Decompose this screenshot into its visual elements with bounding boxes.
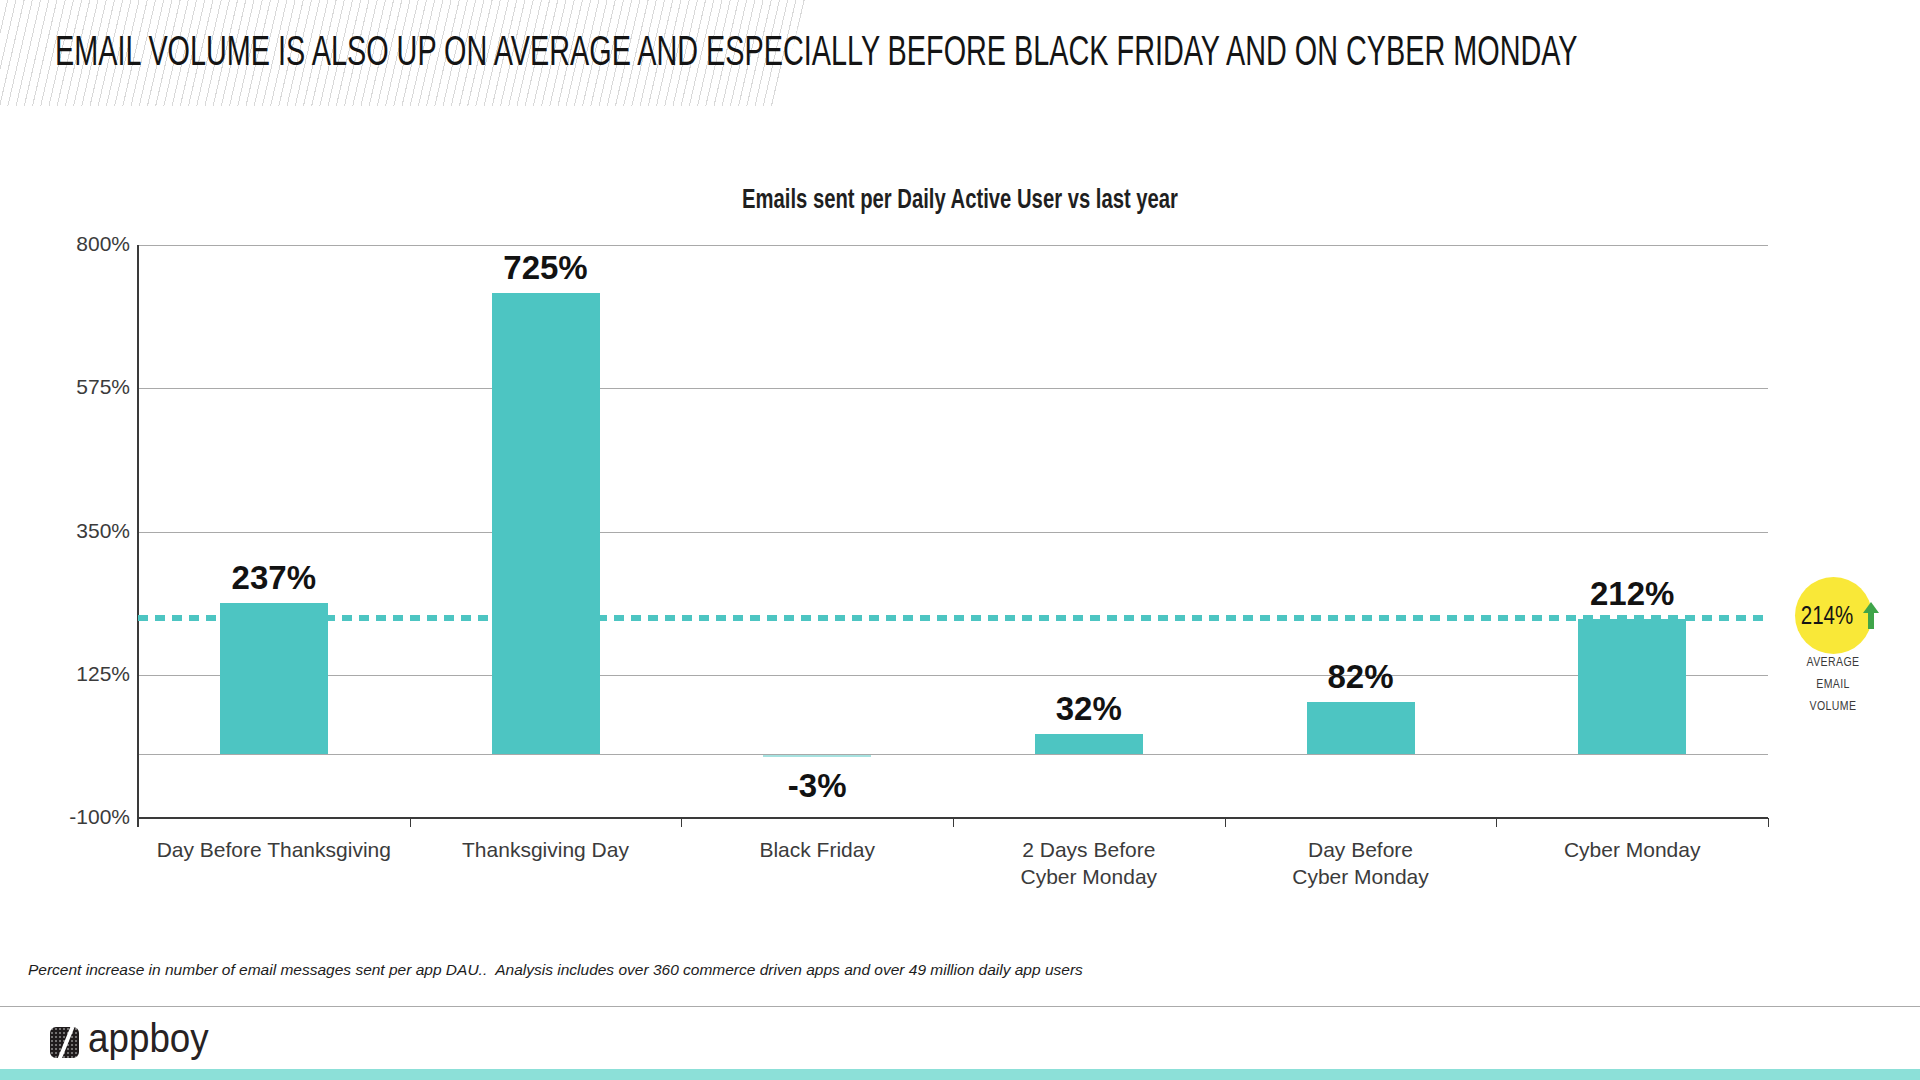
average-volume-badge: 214%	[1795, 577, 1872, 654]
y-axis-label: 575%	[38, 375, 130, 399]
average-dotted-line	[138, 615, 1768, 621]
x-axis-tick	[410, 818, 411, 827]
footnote: Percent increase in number of email mess…	[28, 961, 1083, 979]
gridline	[138, 675, 1768, 676]
slide: EMAIL VOLUME IS ALSO UP ON AVERAGE AND E…	[0, 0, 1920, 1080]
bar-value-label: 237%	[184, 559, 364, 597]
x-axis-tick	[681, 818, 682, 827]
x-axis-label: Black Friday	[681, 836, 953, 863]
bar-chart: 800% 575% 350% 125% -100% 237% Day Before Than…	[0, 0, 1920, 1080]
x-axis-label: Day Before Thanksgiving	[138, 836, 410, 863]
bar	[1307, 702, 1415, 754]
average-volume-caption: AVERAGE EMAIL VOLUME	[1786, 651, 1880, 717]
bar	[220, 603, 328, 754]
bar-value-label: 82%	[1271, 658, 1451, 696]
bar-negative	[763, 755, 871, 757]
x-axis-tick	[1768, 818, 1769, 827]
y-axis-label: 800%	[38, 232, 130, 256]
bar-value-label: -3%	[727, 767, 907, 805]
average-volume-value: 214%	[1801, 601, 1853, 630]
bar	[492, 293, 600, 755]
caption-line: VOLUME	[1786, 695, 1880, 717]
zero-gridline	[138, 754, 1768, 755]
appboy-logo-text: appboy	[88, 1016, 209, 1060]
appboy-logo-icon	[50, 1027, 79, 1058]
x-axis-label: 2 Days BeforeCyber Monday	[953, 836, 1225, 890]
x-axis-tick	[953, 818, 954, 827]
bar-value-label: 212%	[1542, 575, 1722, 613]
y-axis-label: -100%	[38, 805, 130, 829]
x-axis-label: Day BeforeCyber Monday	[1225, 836, 1497, 890]
x-axis-tick	[1496, 818, 1497, 827]
x-axis-label: Cyber Monday	[1496, 836, 1768, 863]
bar-value-label: 725%	[456, 249, 636, 287]
x-axis-label: Thanksgiving Day	[410, 836, 682, 863]
caption-line: AVERAGE	[1786, 651, 1880, 673]
y-axis-label: 125%	[38, 662, 130, 686]
x-axis-tick	[138, 818, 139, 827]
caption-line: EMAIL	[1786, 673, 1880, 695]
bar	[1035, 734, 1143, 754]
gridline	[138, 388, 1768, 389]
gridline	[138, 245, 1768, 246]
bar-value-label: 32%	[999, 690, 1179, 728]
y-axis-label: 350%	[38, 519, 130, 543]
bottom-accent-bar	[0, 1069, 1920, 1080]
gridline	[138, 532, 1768, 533]
bar	[1578, 619, 1686, 754]
x-axis-tick	[1225, 818, 1226, 827]
y-axis-line	[137, 245, 139, 827]
footer-divider	[0, 1006, 1920, 1007]
up-arrow-icon	[1863, 602, 1872, 629]
